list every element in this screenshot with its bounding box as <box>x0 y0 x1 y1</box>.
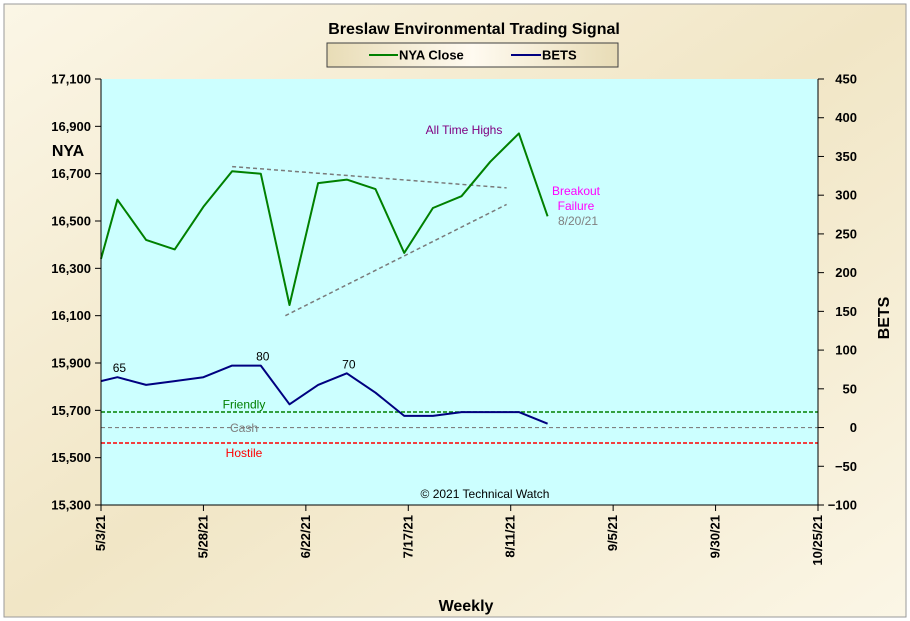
left-axis-tick-label: 16,500 <box>51 214 91 229</box>
trendline <box>285 203 507 317</box>
x-axis-title: Weekly <box>439 598 494 615</box>
x-axis-tick-label: 9/5/21 <box>605 515 620 551</box>
x-axis-tick-label: 5/3/21 <box>93 515 108 551</box>
chart-title: Breslaw Environmental Trading Signal <box>328 21 620 38</box>
trendline <box>232 165 507 189</box>
level-label-cash: Cash <box>230 421 258 435</box>
left-axis-tick-label: 15,700 <box>51 403 91 418</box>
left-axis-title: NYA <box>52 143 85 160</box>
right-axis-tick-label: 100 <box>835 343 857 358</box>
right-axis-tick-label: −100 <box>828 498 857 513</box>
series-bets <box>100 364 548 425</box>
right-axis-tick-label: 300 <box>835 188 857 203</box>
legend-label-bets: BETS <box>542 48 577 63</box>
right-axis-tick-label: 50 <box>843 381 857 396</box>
bets-data-label: 80 <box>256 350 270 364</box>
left-axis-tick-label: 16,100 <box>51 308 91 323</box>
left-axis-tick-label: 15,900 <box>51 356 91 371</box>
left-axis-tick-label: 16,900 <box>51 119 91 134</box>
level-label-hostile: Hostile <box>226 446 263 460</box>
copyright-note: © 2021 Technical Watch <box>421 487 550 501</box>
right-axis-tick-label: 0 <box>850 420 857 435</box>
right-axis-tick-label: 400 <box>835 110 857 125</box>
x-axis-tick-label: 6/22/21 <box>298 515 313 558</box>
axes: 17,100 16,900 16,700 16,500 16,300 16,100 15,9… <box>51 72 857 566</box>
x-axis-tick-label: 10/25/21 <box>810 515 825 566</box>
x-axis-tick-label: 9/30/21 <box>708 515 723 558</box>
x-axis-tick-label: 7/17/21 <box>400 515 415 558</box>
right-axis-tick-label: 250 <box>835 226 857 241</box>
signal-levels: Friendly Cash Hostile <box>101 398 818 460</box>
left-axis-tick-label: 16,700 <box>51 166 91 181</box>
legend-label-nya: NYA Close <box>399 48 464 63</box>
annotation-failure: Failure <box>558 199 595 213</box>
left-axis-tick-label: 17,100 <box>51 72 91 87</box>
bets-data-label: 65 <box>113 361 127 375</box>
data-labels: 65 80 70 <box>113 350 356 376</box>
right-axis-tick-label: 450 <box>835 72 857 87</box>
annotation-date: 8/20/21 <box>558 214 598 228</box>
annotations: All Time Highs Breakout Failure 8/20/21 … <box>421 123 601 501</box>
right-axis-tick-label: 150 <box>835 304 857 319</box>
annotation-breakout: Breakout <box>552 184 601 198</box>
left-axis-tick-label: 16,300 <box>51 261 91 276</box>
series-nya-close <box>100 132 549 306</box>
trendlines <box>232 165 507 317</box>
bets-data-label: 70 <box>342 357 356 371</box>
left-axis-tick-label: 15,500 <box>51 450 91 465</box>
right-axis-title: BETS <box>876 296 893 339</box>
right-axis-tick-label: 350 <box>835 149 857 164</box>
plot-area <box>101 79 818 505</box>
right-axis-tick-label: 200 <box>835 265 857 280</box>
annotation-all-time-highs: All Time Highs <box>426 123 503 137</box>
x-axis-tick-label: 8/11/21 <box>503 515 518 558</box>
series-lines <box>100 132 549 425</box>
level-label-friendly: Friendly <box>223 398 266 412</box>
legend: NYA Close BETS <box>326 42 619 68</box>
right-axis-tick-label: −50 <box>835 459 857 474</box>
x-axis-tick-label: 5/28/21 <box>195 515 210 558</box>
left-axis-tick-label: 15,300 <box>51 498 91 513</box>
